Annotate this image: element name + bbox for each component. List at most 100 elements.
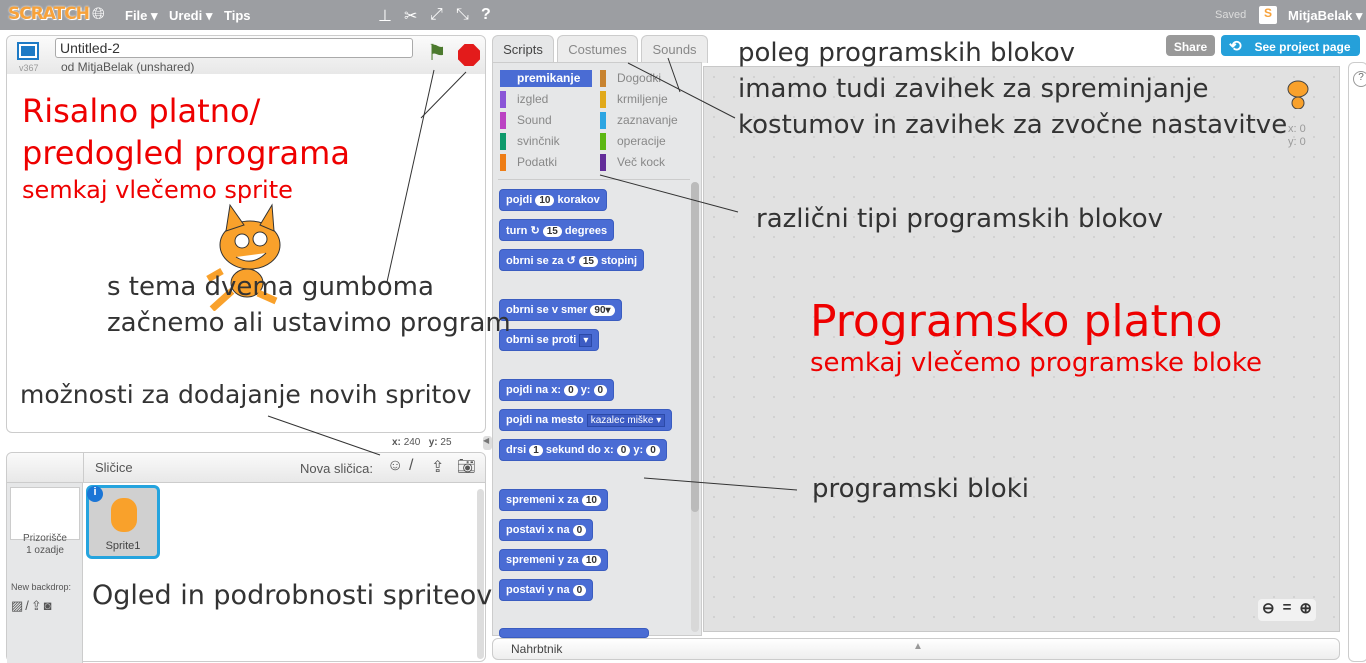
sprite-name: Sprite1: [105, 540, 141, 552]
palette-scrollbar-thumb[interactable]: [691, 182, 699, 512]
green-flag-icon[interactable]: ⚑: [427, 40, 447, 65]
zoom-reset-icon[interactable]: =: [1282, 599, 1292, 616]
tab-scripts[interactable]: Scripts: [492, 35, 554, 63]
motion-block[interactable]: pojdi 10 korakov: [499, 189, 607, 211]
menu-edit[interactable]: Uredi ▾: [169, 8, 213, 23]
collapse-stage-toggle[interactable]: ◀: [483, 436, 492, 450]
annotation-stage-1: Risalno platno/: [22, 92, 261, 130]
block-label: pojdi: [506, 194, 533, 206]
block-input[interactable]: 10: [581, 495, 601, 506]
category-izgled[interactable]: izgled: [500, 91, 592, 108]
annotation-tabs-3: kostumov in zavihek za zvočne nastavitve: [738, 110, 1288, 140]
shrink-icon[interactable]: ⤡: [456, 6, 469, 23]
stage-thumbnail[interactable]: [10, 487, 80, 540]
project-author: od MitjaBelak (unshared): [61, 60, 195, 74]
help-icon[interactable]: ?: [481, 6, 491, 23]
block-input[interactable]: 10: [535, 195, 555, 206]
user-menu[interactable]: MitjaBelak ▾: [1288, 8, 1363, 23]
zoom-out-icon[interactable]: ⊖: [1262, 600, 1275, 617]
expand-arrow-icon[interactable]: ▲: [913, 641, 923, 652]
paint-brush-icon[interactable]: /: [409, 457, 414, 474]
block-label: stopinj: [601, 255, 638, 267]
motion-block[interactable]: pojdi na x: 0 y: 0: [499, 379, 615, 401]
new-backdrop-label: New backdrop:: [11, 582, 72, 592]
globe-icon[interactable]: 🌐︎: [92, 6, 105, 23]
category-operacije[interactable]: operacije: [600, 133, 692, 150]
sprite-pane: Sličice Nova sličica: ☺ / ⇪ 📷︎ 1 ozadje …: [6, 452, 486, 663]
tab-costumes[interactable]: Costumes: [557, 35, 638, 63]
category-krmiljenje[interactable]: krmiljenje: [600, 91, 692, 108]
category-podatki[interactable]: Podatki: [500, 154, 592, 171]
zoom-controls: ⊖ = ⊕: [1258, 599, 1316, 621]
sprite-position: x: 0 y: 0: [1288, 123, 1306, 149]
block-input[interactable]: 0: [572, 525, 587, 536]
y-label: y:: [428, 437, 438, 448]
block-label: sekund do x:: [545, 444, 614, 456]
motion-block[interactable]: postavi y na 0: [499, 579, 594, 601]
y-value: 25: [440, 437, 452, 448]
cut-scissors-icon[interactable]: ✂: [404, 8, 418, 25]
block-input[interactable]: 0: [616, 445, 631, 456]
motion-block[interactable]: obrni se v smer 90▾: [499, 299, 622, 321]
camera-icon[interactable]: 📷︎: [457, 458, 477, 475]
motion-block[interactable]: spremeni y za 10: [499, 549, 608, 571]
menu-tips[interactable]: Tips: [224, 8, 251, 23]
rotate-left-icon: ↺: [566, 255, 579, 267]
partial-block[interactable]: [499, 628, 649, 638]
saved-status: Saved: [1215, 9, 1247, 21]
block-input[interactable]: 15: [578, 256, 598, 267]
stop-sign-icon[interactable]: [458, 44, 480, 66]
motion-block[interactable]: postavi x na 0: [499, 519, 594, 541]
block-input[interactable]: 0: [572, 585, 587, 596]
block-input[interactable]: kazalec miške ▾: [586, 414, 666, 427]
category-zaznavanje[interactable]: zaznavanje: [600, 112, 692, 129]
help-icon[interactable]: ?: [1353, 71, 1366, 87]
grow-icon[interactable]: ⤢: [430, 6, 443, 23]
cat-sprite[interactable]: [202, 201, 302, 311]
category-dogodki[interactable]: Dogodki: [600, 70, 692, 87]
upload-icon[interactable]: ⇪: [431, 459, 445, 476]
stage-name: Prizorišče: [23, 533, 67, 544]
block-input[interactable]: 0: [564, 385, 578, 396]
scratch-logo[interactable]: SCRATCH: [8, 4, 90, 24]
remix-arrows-icon: ⟲: [1229, 38, 1242, 55]
category-več-kock[interactable]: Več kock: [600, 154, 692, 171]
category-premikanje[interactable]: premikanje: [500, 70, 592, 87]
share-button[interactable]: Share: [1166, 35, 1215, 56]
block-input[interactable]: 1: [529, 445, 543, 456]
block-input[interactable]: 10: [581, 555, 601, 566]
category-svinčnik[interactable]: svinčnik: [500, 133, 592, 150]
block-input[interactable]: 0: [646, 445, 660, 456]
tab-sounds[interactable]: Sounds: [641, 35, 708, 63]
project-title-input[interactable]: Untitled-2: [55, 38, 413, 58]
block-input[interactable]: 90▾: [590, 305, 615, 316]
script-area[interactable]: x: 0 y: 0 ⊖ = ⊕: [703, 66, 1340, 632]
block-label: drsi: [506, 444, 527, 456]
motion-block[interactable]: obrni se za ↺ 15 stopinj: [499, 249, 645, 271]
block-input[interactable]: ▾: [579, 334, 593, 347]
sprite-library-icon[interactable]: ☺: [387, 457, 404, 474]
new-sprite-label: Nova sličica:: [300, 461, 373, 476]
block-input[interactable]: 0: [593, 385, 608, 396]
zoom-in-icon[interactable]: ⊕: [1299, 600, 1312, 617]
presentation-mode-icon[interactable]: [17, 42, 39, 60]
palette-scrollbar[interactable]: [691, 182, 699, 632]
menu-file[interactable]: File ▾: [125, 8, 158, 23]
my-stuff-icon[interactable]: S: [1259, 6, 1277, 24]
backpack-bar[interactable]: Nahrbtnik ▲: [492, 638, 1340, 660]
sprite-pane-header: [7, 453, 485, 483]
motion-block[interactable]: obrni se proti ▾: [499, 329, 600, 351]
duplicate-stamp-icon[interactable]: ⊥: [378, 8, 392, 25]
sprite-thumbnail[interactable]: i Sprite1: [86, 485, 160, 559]
see-project-page-button[interactable]: ⟲ See project page: [1221, 35, 1360, 56]
sprite-scrollbar[interactable]: [477, 489, 484, 659]
block-input[interactable]: 15: [542, 226, 562, 237]
category-sound[interactable]: Sound: [500, 112, 592, 129]
backdrop-tools-icon[interactable]: ▨/⇪◙: [11, 598, 54, 613]
motion-block[interactable]: turn ↻ 15 degrees: [499, 219, 615, 241]
motion-block[interactable]: drsi 1 sekund do x: 0 y: 0: [499, 439, 667, 461]
motion-block[interactable]: pojdi na mesto kazalec miške ▾: [499, 409, 673, 431]
rotate-right-icon: ↻: [530, 225, 543, 237]
info-icon[interactable]: i: [87, 486, 103, 502]
motion-block[interactable]: spremeni x za 10: [499, 489, 608, 511]
